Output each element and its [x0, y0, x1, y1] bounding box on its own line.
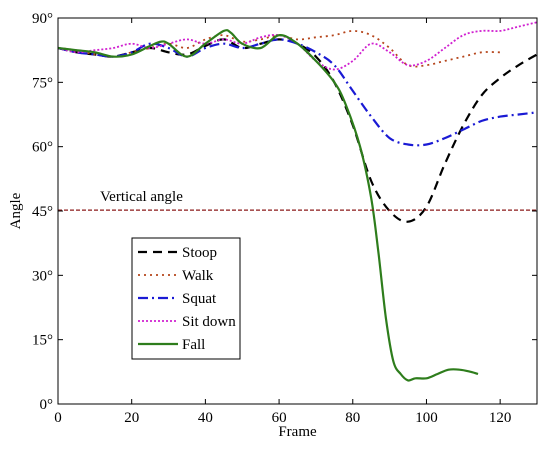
legend-label-walk: Walk	[182, 268, 214, 284]
legend-box	[131, 237, 241, 360]
y-tick-label: 0°	[40, 397, 54, 413]
y-tick-label: 30°	[32, 268, 53, 284]
x-tick-label: 100	[415, 410, 438, 426]
y-tick-label: 45°	[32, 204, 53, 220]
y-tick-label: 60°	[32, 140, 53, 156]
series-layer	[57, 21, 538, 382]
x-tick-label: 40	[198, 410, 213, 426]
x-tick-label: 80	[345, 410, 360, 426]
x-tick-label: 60	[272, 410, 287, 426]
series-line-squat	[57, 38, 538, 147]
legend-label-stoop: Stoop	[182, 245, 217, 261]
legend-label-squat: Squat	[182, 291, 217, 307]
x-tick-label: 120	[489, 410, 512, 426]
y-axis-label: Angle	[8, 192, 24, 229]
series-line-fall	[57, 29, 479, 382]
legend-label-sit-down: Sit down	[182, 314, 236, 330]
y-tick-label: 75°	[32, 75, 53, 91]
x-axis-label: Frame	[278, 424, 317, 440]
annotation-layer: Vertical angle	[58, 189, 537, 211]
x-tick-label: 20	[124, 410, 139, 426]
axis-layer: 0 20 40 60 80 100 120 0° 15° 30° 45° 60° 75° 90°	[32, 11, 537, 426]
y-tick-label: 15°	[32, 333, 53, 349]
legend-label-fall: Fall	[182, 337, 205, 353]
y-tick-label: 90°	[32, 11, 53, 27]
vertical-angle-annotation: Vertical angle	[100, 189, 183, 205]
series-line-sit-down	[57, 21, 538, 71]
legend: Stoop Walk Squat Sit down Fall	[131, 237, 241, 360]
x-tick-label: 0	[54, 410, 62, 426]
